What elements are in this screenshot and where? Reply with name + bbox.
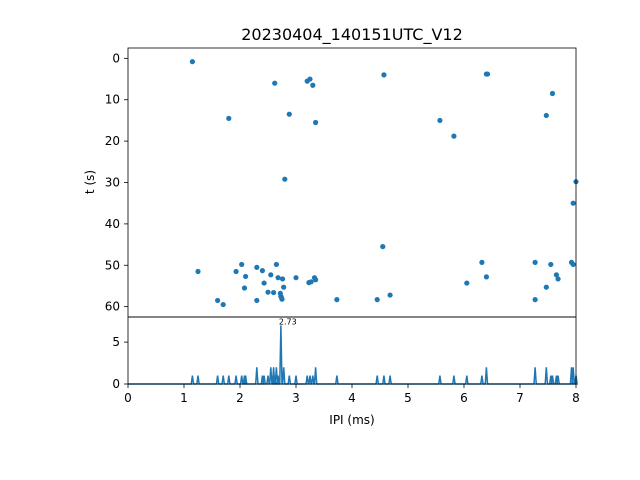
scatter-point — [241, 285, 248, 291]
scatter-points — [189, 59, 579, 308]
scatter-point — [543, 112, 549, 119]
scatter-point — [381, 72, 387, 78]
scatter-point — [570, 200, 576, 206]
scatter-point — [313, 119, 319, 126]
scatter-point — [261, 280, 267, 286]
scatter-point — [313, 277, 319, 283]
scatter-point — [387, 292, 393, 298]
scatter-point — [254, 297, 260, 304]
y-tick-label: 0 — [112, 377, 120, 391]
scatter-point — [570, 261, 576, 268]
scatter-point — [380, 244, 386, 250]
y-tick-label: 10 — [105, 93, 120, 107]
scatter-point — [307, 76, 313, 82]
scatter-point — [275, 275, 281, 281]
scatter-point — [282, 176, 288, 182]
scatter-point — [254, 264, 260, 270]
y-tick-label: 0 — [112, 51, 120, 65]
scatter-point — [308, 279, 314, 285]
y-tick-label: 60 — [105, 300, 120, 314]
scatter-point — [293, 275, 299, 281]
scatter-point — [479, 259, 485, 265]
scatter-point — [233, 268, 239, 275]
scatter-y-ticks: 0 10 20 30 40 50 60 — [105, 51, 128, 314]
chart-title: 20230404_140151UTC_V12 — [241, 25, 463, 45]
scatter-point — [548, 261, 554, 268]
y-tick-label: 20 — [105, 134, 120, 148]
x-tick-label: 4 — [348, 391, 356, 405]
scatter-point — [189, 59, 195, 65]
scatter-point — [451, 133, 457, 139]
scatter-point — [265, 289, 271, 295]
scatter-point — [226, 115, 232, 121]
scatter-point — [239, 261, 245, 268]
y-tick-label: 30 — [105, 176, 120, 190]
x-tick-label: 5 — [404, 391, 412, 405]
scatter-point — [549, 90, 556, 97]
scatter-point — [484, 71, 491, 77]
scatter-point — [215, 297, 221, 304]
x-tick-label: 0 — [124, 391, 132, 405]
histogram-x-axis-label: IPI (ms) — [329, 413, 374, 427]
y-tick-label: 50 — [105, 258, 120, 272]
scatter-point — [437, 117, 443, 124]
peak-annotation: 2.73 — [279, 317, 297, 326]
scatter-point — [310, 82, 316, 88]
scatter-point — [532, 297, 538, 303]
x-tick-label: 8 — [572, 391, 580, 405]
scatter-point — [273, 261, 279, 268]
scatter-point — [464, 280, 470, 286]
histogram-axes-frame — [127, 316, 577, 385]
scatter-point — [532, 259, 538, 265]
scatter-y-axis-label: t (s) — [83, 170, 97, 194]
scatter-point — [483, 274, 489, 280]
scatter-point — [555, 276, 561, 282]
scatter-point — [195, 268, 201, 275]
y-tick-label: 5 — [112, 335, 120, 349]
histogram-x-ticks: 0 1 2 3 4 5 6 7 8 — [124, 384, 580, 405]
x-tick-label: 1 — [180, 391, 188, 405]
scatter-point — [271, 289, 277, 296]
scatter-point — [286, 111, 292, 117]
y-tick-label: 40 — [105, 217, 120, 231]
scatter-point — [279, 296, 285, 302]
scatter-point — [268, 272, 274, 278]
scatter-point — [553, 272, 560, 278]
scatter-point — [281, 284, 287, 290]
x-tick-label: 7 — [516, 391, 524, 405]
scatter-point — [259, 268, 265, 274]
scatter-point — [279, 276, 286, 282]
x-tick-label: 6 — [460, 391, 468, 405]
scatter-point — [543, 284, 549, 290]
histogram-y-ticks: 05 — [112, 335, 128, 391]
x-tick-label: 2 — [236, 391, 244, 405]
scatter-point — [374, 297, 380, 303]
scatter-point — [272, 80, 278, 86]
scatter-point — [334, 297, 340, 303]
scatter-point — [220, 301, 226, 308]
x-tick-label: 3 — [292, 391, 300, 405]
scatter-point — [243, 273, 249, 280]
